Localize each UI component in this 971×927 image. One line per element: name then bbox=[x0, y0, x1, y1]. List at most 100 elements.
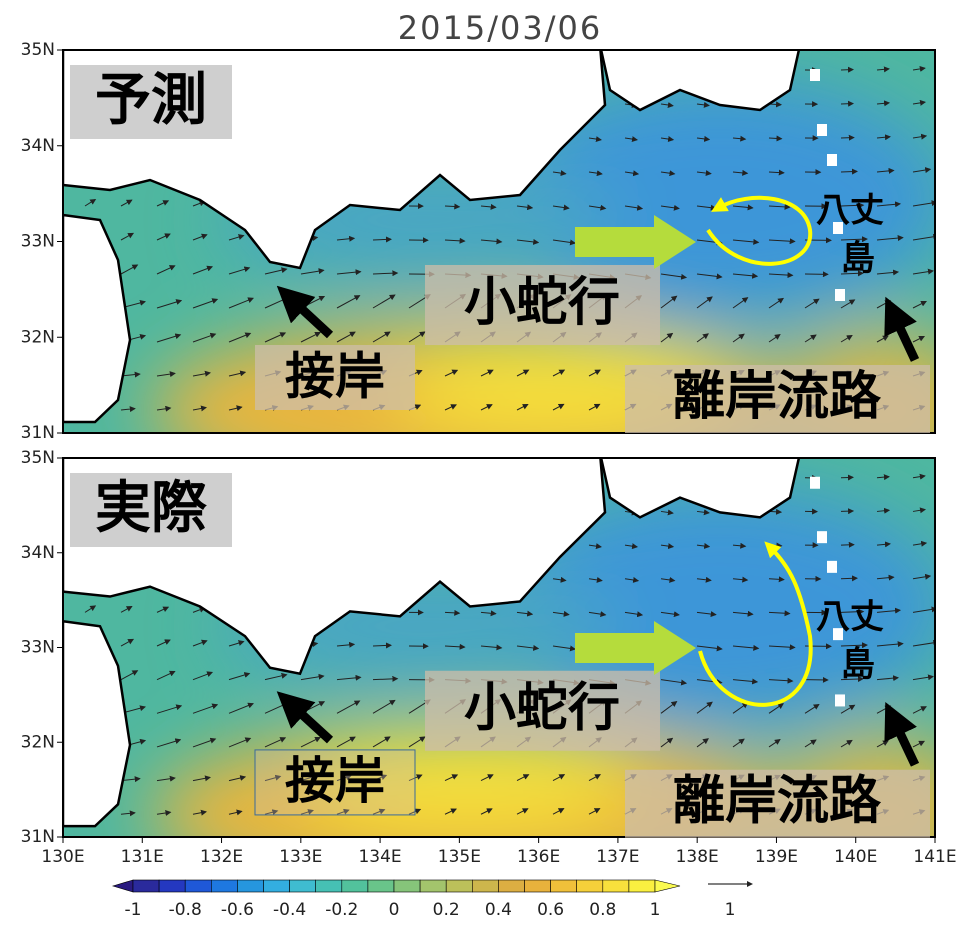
current-arrow bbox=[552, 403, 565, 411]
current-arrow bbox=[876, 474, 890, 481]
current-arrow bbox=[372, 675, 399, 682]
current-arrow bbox=[912, 268, 935, 275]
current-arrow bbox=[336, 331, 356, 343]
colorbar-cell bbox=[393, 879, 421, 893]
current-arrow bbox=[876, 269, 900, 276]
current-arrow bbox=[192, 298, 219, 309]
current-arrow bbox=[912, 473, 926, 480]
lat-tick-label: 34N bbox=[21, 136, 55, 156]
current-arrow bbox=[696, 542, 711, 549]
colorbar-cell bbox=[576, 879, 604, 893]
current-arrow bbox=[480, 644, 503, 651]
current-arrow bbox=[156, 639, 171, 647]
colorbar-label: -0.4 bbox=[273, 900, 306, 920]
current-arrow bbox=[660, 102, 674, 108]
island bbox=[817, 531, 827, 544]
approach-box bbox=[255, 345, 415, 410]
current-arrow bbox=[876, 134, 891, 141]
current-arrow bbox=[444, 203, 461, 210]
island bbox=[833, 222, 843, 234]
current-arrow bbox=[588, 611, 607, 618]
current-arrow bbox=[408, 736, 426, 748]
current-arrow bbox=[156, 233, 171, 241]
current-arrow bbox=[552, 774, 566, 782]
colorbar-cell bbox=[367, 879, 395, 893]
offshore-label: 離岸流路 bbox=[673, 771, 882, 831]
current-arrow bbox=[624, 170, 640, 177]
island-label: 島 bbox=[841, 239, 875, 279]
island bbox=[810, 476, 820, 489]
current-arrow bbox=[624, 136, 639, 143]
current-arrow bbox=[624, 576, 640, 583]
current-arrow bbox=[588, 204, 607, 211]
current-arrow bbox=[876, 66, 890, 73]
colorbar-cell bbox=[211, 879, 238, 893]
island bbox=[827, 154, 837, 166]
approach-label: 接岸 bbox=[285, 752, 385, 810]
current-arrow bbox=[192, 233, 208, 241]
lat-tick-label: 32N bbox=[21, 732, 55, 752]
current-arrow bbox=[768, 576, 785, 583]
current-arrow bbox=[156, 738, 182, 748]
current-arrow bbox=[516, 610, 534, 617]
panel-label-box bbox=[70, 473, 232, 547]
current-arrow bbox=[444, 404, 457, 411]
current-arrow bbox=[264, 737, 287, 748]
current-arrow bbox=[444, 808, 457, 815]
lon-tick-label: 139E bbox=[755, 847, 798, 867]
colorbar-cell bbox=[341, 879, 369, 893]
current-arrow bbox=[768, 703, 784, 714]
map-title: 2015/03/06 bbox=[398, 9, 602, 47]
current-arrow bbox=[552, 645, 577, 652]
current-arrow bbox=[660, 136, 675, 142]
current-arrow bbox=[912, 573, 932, 580]
current-arrow bbox=[228, 640, 245, 647]
current-arrow bbox=[156, 606, 170, 613]
current-arrow bbox=[336, 700, 361, 714]
current-arrow bbox=[372, 270, 399, 277]
current-arrow bbox=[228, 405, 243, 412]
current-arrow bbox=[552, 369, 566, 377]
lon-tick-label: 134E bbox=[358, 847, 401, 867]
current-arrow bbox=[480, 610, 497, 617]
lat-tick-label: 35N bbox=[21, 448, 55, 468]
current-arrow bbox=[156, 299, 183, 309]
current-arrow bbox=[804, 298, 820, 309]
current-arrow bbox=[192, 265, 214, 275]
current-arrow bbox=[300, 809, 314, 815]
current-arrow bbox=[120, 638, 135, 647]
current-arrow bbox=[732, 135, 747, 142]
current-arrow bbox=[192, 332, 217, 343]
current-arrow bbox=[876, 235, 904, 242]
offshore-box bbox=[625, 769, 930, 838]
current-arrow bbox=[912, 674, 935, 681]
current-arrow bbox=[912, 99, 927, 106]
current-arrow bbox=[228, 775, 247, 782]
approach-box bbox=[254, 749, 416, 816]
current-arrow bbox=[372, 331, 391, 343]
current-arrow bbox=[516, 404, 529, 411]
current-arrow bbox=[840, 270, 864, 277]
current-arrow bbox=[372, 236, 392, 243]
land bbox=[63, 620, 132, 828]
lon-tick-label: 133E bbox=[279, 847, 322, 867]
island bbox=[827, 560, 837, 573]
meander-box bbox=[425, 265, 660, 345]
current-arrow bbox=[156, 200, 170, 207]
current-arrow bbox=[480, 404, 493, 411]
current-arrow bbox=[192, 639, 208, 647]
lon-tick-label: 131E bbox=[121, 847, 164, 867]
current-arrow bbox=[732, 610, 754, 617]
current-arrow bbox=[912, 200, 935, 207]
current-arrow bbox=[552, 170, 567, 177]
current-arrow bbox=[264, 332, 287, 343]
current-arrow bbox=[624, 611, 644, 618]
current-arrow bbox=[480, 238, 503, 245]
lat-tick-label: 31N bbox=[21, 423, 55, 443]
current-arrow bbox=[768, 203, 791, 210]
colorbar-cell bbox=[289, 879, 317, 893]
island bbox=[833, 628, 843, 641]
lat-tick-label: 34N bbox=[21, 543, 55, 563]
current-arrow bbox=[300, 268, 325, 275]
current-arrow bbox=[912, 167, 932, 174]
